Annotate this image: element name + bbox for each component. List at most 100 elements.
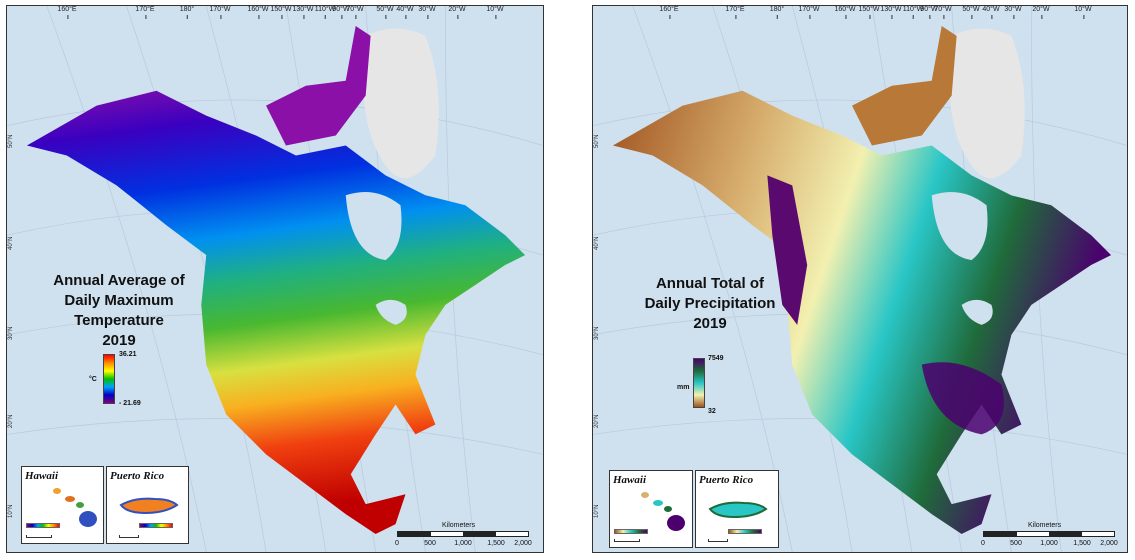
- lat-label: 20°N: [594, 414, 600, 428]
- lon-tick: 50°W: [376, 6, 394, 19]
- lon-tick: 70°W: [346, 6, 364, 19]
- scale-bar-graphic: [983, 531, 1115, 537]
- lon-tick: 130°W: [292, 6, 314, 19]
- scale-label: 0: [395, 540, 399, 547]
- lon-tick: 160°E: [659, 6, 679, 19]
- lon-tick: 170°W: [209, 6, 231, 19]
- lon-tick: 90°W: [920, 6, 938, 19]
- lon-tick: 170°W: [798, 6, 820, 19]
- lon-tick: 180°: [179, 6, 195, 19]
- inset-label-hawaii: Hawaii: [613, 474, 647, 486]
- lat-label: 30°N: [594, 326, 600, 340]
- lat-label: 50°N: [594, 134, 600, 148]
- legend-color-ramp: [693, 358, 705, 408]
- lon-tick: 110°W: [314, 6, 336, 19]
- lon-tick: 10°W: [1074, 6, 1092, 19]
- lon-tick: 90°W: [332, 6, 350, 19]
- pr-mini-scale: [119, 535, 139, 538]
- lon-tick: 160°E: [57, 6, 77, 19]
- lon-tick: 170°E: [725, 6, 745, 19]
- lon-tick: 180°: [769, 6, 785, 19]
- hawaii-mini-legend: [614, 529, 648, 534]
- scale-label: 500: [1010, 540, 1022, 547]
- title-line: 2019: [693, 315, 727, 332]
- legend-max-label: 36.21: [119, 351, 137, 358]
- map-title: Annual Total of Daily Precipitation 2019: [635, 274, 785, 334]
- legend-max-label: 7549: [708, 355, 724, 362]
- lon-tick: 70°W: [934, 6, 952, 19]
- longitude-tick-bar: 160°E 170°E 180° 170°W 160°W 150°W 130°W…: [7, 6, 543, 20]
- scale-label: 1,500: [1073, 540, 1091, 547]
- legend-min-label: 32: [708, 408, 716, 415]
- pr-mini-legend: [139, 523, 173, 528]
- precipitation-map-panel: 160°E 170°E 180° 170°W 160°W 150°W 130°W…: [592, 5, 1128, 553]
- hawaii-mini-scale: [614, 539, 640, 542]
- lon-tick: 160°W: [834, 6, 856, 19]
- pr-mini-scale: [708, 539, 728, 542]
- lon-tick: 30°W: [1004, 6, 1022, 19]
- temperature-map: [7, 6, 543, 552]
- scale-bar: Kilometers 0 500 1,000 1,500 2,000: [395, 522, 537, 552]
- lon-tick: 150°W: [270, 6, 292, 19]
- lon-tick: 110°W: [902, 6, 924, 19]
- legend-unit: mm: [677, 384, 690, 391]
- lat-label: 10°N: [8, 504, 14, 518]
- lat-label: 30°N: [8, 326, 14, 340]
- lon-tick: 20°W: [1032, 6, 1050, 19]
- precipitation-map: [593, 6, 1127, 552]
- scale-title: Kilometers: [1028, 522, 1062, 529]
- lat-label: 20°N: [8, 414, 14, 428]
- lat-label: 40°N: [594, 236, 600, 250]
- hawaii-islands: [641, 492, 685, 531]
- lon-tick: 30°W: [418, 6, 436, 19]
- title-line: Daily Precipitation: [644, 295, 776, 312]
- scale-label: 0: [981, 540, 985, 547]
- scale-label: 2,000: [1100, 540, 1118, 547]
- hawaii-mini-scale: [26, 535, 52, 538]
- temperature-map-panel: 160°E 170°E 180° 170°W 160°W 150°W 130°W…: [6, 5, 544, 553]
- scale-label: 2,000: [514, 540, 532, 547]
- title-line: Annual Average of: [53, 272, 185, 289]
- inset-label-puerto-rico: Puerto Rico: [699, 474, 754, 486]
- scale-bar: Kilometers 0 500 1,000 1,500 2,000: [981, 522, 1123, 552]
- puerto-rico-inset: Puerto Rico: [695, 470, 779, 548]
- lon-tick: 50°W: [962, 6, 980, 19]
- inset-label-hawaii: Hawaii: [25, 470, 59, 482]
- scale-bar-graphic: [397, 531, 529, 537]
- lon-tick: 40°W: [396, 6, 414, 19]
- lon-tick: 40°W: [982, 6, 1000, 19]
- puerto-rico-island: [119, 497, 179, 515]
- legend-min-label: - 21.69: [119, 400, 141, 407]
- scale-label: 1,000: [454, 540, 472, 547]
- scale-label: 1,500: [487, 540, 505, 547]
- temperature-legend: 36.21 °C - 21.69: [89, 351, 163, 414]
- lat-label: 10°N: [594, 504, 600, 518]
- hawaii-mini-legend: [26, 523, 60, 528]
- lon-tick: 150°W: [858, 6, 880, 19]
- lon-tick: 10°W: [486, 6, 504, 19]
- precipitation-legend: 7549 mm 32: [677, 355, 753, 418]
- latitude-bar: 50°N 40°N 30°N 20°N 10°N: [593, 6, 603, 552]
- pr-mini-legend: [728, 529, 762, 534]
- lat-label: 40°N: [8, 236, 14, 250]
- title-line: Daily Maximum Temperature: [64, 292, 174, 329]
- lon-tick: 20°W: [448, 6, 466, 19]
- inset-label-puerto-rico: Puerto Rico: [110, 470, 165, 482]
- legend-unit: °C: [89, 376, 97, 383]
- map-title: Annual Average of Daily Maximum Temperat…: [19, 271, 219, 351]
- scale-label: 1,000: [1040, 540, 1058, 547]
- puerto-rico-island: [708, 501, 768, 519]
- lon-tick: 160°W: [247, 6, 269, 19]
- lon-tick: 170°E: [135, 6, 155, 19]
- scale-title: Kilometers: [442, 522, 476, 529]
- hawaii-inset: Hawaii: [21, 466, 104, 544]
- legend-color-ramp: [103, 354, 115, 404]
- latitude-bar: 50°N 40°N 30°N 20°N 10°N: [7, 6, 17, 552]
- hawaii-inset: Hawaii: [609, 470, 693, 548]
- title-line: Annual Total of: [655, 275, 765, 292]
- hawaii-islands: [53, 488, 97, 527]
- scale-label: 500: [424, 540, 436, 547]
- puerto-rico-inset: Puerto Rico: [106, 466, 189, 544]
- lon-tick: 130°W: [880, 6, 902, 19]
- title-line: 2019: [102, 332, 136, 349]
